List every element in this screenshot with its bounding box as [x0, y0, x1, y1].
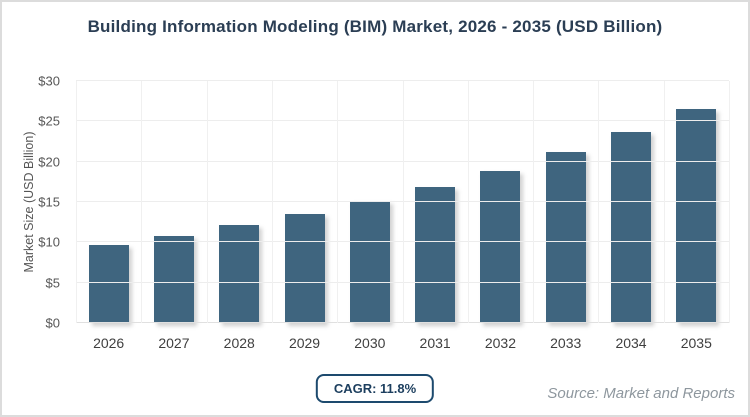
x-tick-label: 2035	[680, 335, 712, 351]
y-ticks: $0 $5 $10 $15 $20 $25 $30	[2, 74, 68, 331]
bar-cell	[76, 81, 141, 323]
x-tick-label: 2034	[615, 335, 647, 351]
bar-2027	[153, 235, 194, 323]
v-gridline	[206, 81, 208, 323]
bar-cell	[533, 81, 598, 323]
bar-cell	[337, 81, 402, 323]
bar-2031	[415, 186, 456, 323]
source-note: Source: Market and Reports	[547, 385, 735, 402]
v-gridline	[141, 81, 143, 323]
bar-2029	[284, 214, 325, 323]
bar-cell	[664, 81, 729, 323]
x-tick-label: 2027	[158, 335, 190, 351]
bar-2033	[545, 152, 586, 323]
plot-area	[76, 80, 730, 323]
bar-cell	[207, 81, 272, 323]
cagr-badge: CAGR: 11.8%	[315, 374, 435, 403]
v-gridline	[402, 81, 404, 323]
bar-2030	[349, 201, 390, 323]
x-tick-label: 2033	[550, 335, 582, 351]
y-tick-label: $0	[45, 315, 60, 331]
chart-title: Building Information Modeling (BIM) Mark…	[87, 17, 663, 36]
v-gridline	[598, 81, 600, 323]
y-tick-label: $25	[38, 113, 60, 129]
v-gridline	[729, 81, 730, 323]
bar-2028	[219, 225, 260, 323]
v-gridline	[271, 81, 273, 323]
bar-cell	[141, 81, 206, 323]
bar-cell	[468, 81, 533, 323]
y-tick-label: $30	[38, 73, 60, 89]
x-tick-label: 2031	[419, 335, 451, 351]
x-labels: 2026 2027 2028 2029 2030 2031 2032 2033 2034 2035	[76, 335, 729, 351]
v-gridline	[76, 81, 77, 323]
bar-2035	[676, 109, 717, 323]
v-gridline	[467, 81, 469, 323]
bar-2032	[480, 170, 521, 323]
x-tick-label: 2030	[354, 335, 386, 351]
v-gridline	[337, 81, 339, 323]
y-tick-label: $15	[38, 194, 60, 210]
v-gridline	[663, 81, 665, 323]
x-tick-label: 2026	[93, 335, 125, 351]
h-gridline	[76, 80, 729, 81]
y-tick-label: $5	[45, 275, 60, 291]
x-tick-label: 2029	[288, 335, 321, 351]
y-tick-label: $20	[38, 154, 60, 170]
bars-row	[76, 81, 729, 323]
x-tick-label: 2032	[484, 335, 516, 351]
x-tick-label: 2028	[223, 335, 255, 351]
y-tick-label: $10	[38, 234, 60, 250]
v-gridline	[533, 81, 535, 323]
bar-cell	[598, 81, 663, 323]
bar-cell	[402, 81, 467, 323]
bar-2026	[88, 244, 129, 323]
bar-cell	[272, 81, 337, 323]
bar-2034	[611, 131, 652, 323]
